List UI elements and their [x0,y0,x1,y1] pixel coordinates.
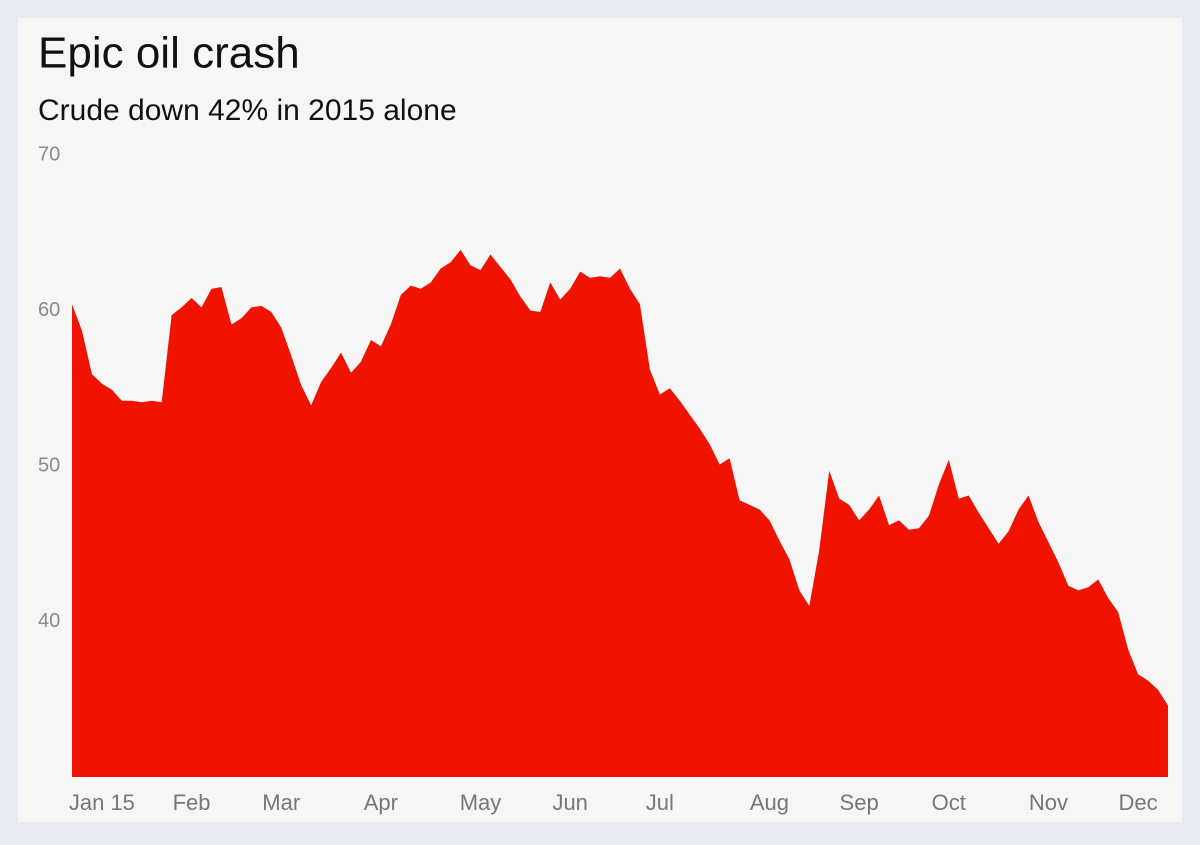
x-tick-label: Jan 15 [69,790,135,815]
area [72,249,1168,778]
x-tick-label: Oct [932,790,966,815]
x-tick-label: Jul [646,790,674,815]
chart-title: Epic oil crash [38,29,300,78]
y-tick-label: 60 [38,299,60,321]
x-tick-label: Feb [173,790,211,815]
y-tick-label: 70 [38,143,60,165]
y-tick-label: 50 [38,454,60,476]
x-tick-label: Nov [1029,790,1068,815]
x-tick-label: May [460,790,502,815]
x-tick-label: Jun [552,790,587,815]
x-tick-label: Sep [840,790,879,815]
chart-subtitle: Crude down 42% in 2015 alone [38,94,457,127]
y-tick-label: 40 [38,610,60,632]
x-tick-label: Aug [750,790,789,815]
x-tick-label: Apr [364,790,398,815]
x-tick-label: Mar [262,790,300,815]
x-tick-label: Dec [1119,790,1158,815]
